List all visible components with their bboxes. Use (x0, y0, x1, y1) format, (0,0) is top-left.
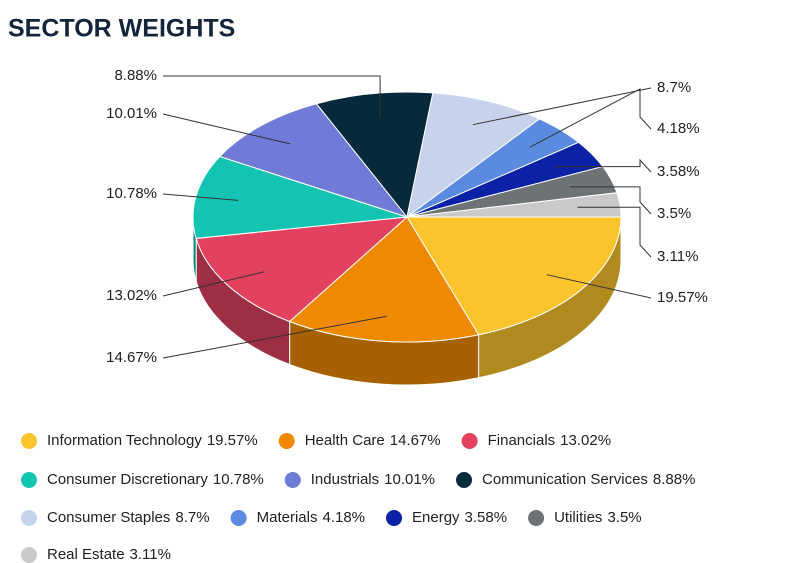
legend-label: Industrials 10.01% (311, 471, 435, 488)
legend-swatch (461, 433, 478, 449)
legend-label: Communication Services 8.88% (482, 471, 695, 488)
chart-title: SECTOR WEIGHTS (8, 15, 235, 43)
legend-swatch (386, 510, 403, 526)
legend-swatch (528, 510, 545, 526)
slice (288, 216, 480, 343)
legend-label: Energy 3.58% (412, 509, 507, 526)
leader-line (162, 113, 291, 145)
slice (192, 155, 408, 239)
leader-line (162, 315, 387, 359)
legend-swatch (21, 510, 37, 526)
legend-value: 14.67% (390, 432, 441, 449)
legend-label: Information Technology 19.57% (47, 432, 258, 449)
legend-value: 4.18% (322, 509, 365, 526)
data-label: 10.78% (106, 185, 157, 202)
legend-swatch (284, 472, 301, 488)
legend-value: 10.78% (213, 471, 264, 488)
data-label: 4.18% (657, 120, 700, 137)
legend-label: Financials 13.02% (488, 432, 611, 449)
leader-line (546, 274, 652, 299)
legend-swatch (230, 510, 247, 526)
leader-line (554, 158, 652, 173)
legend-label: Real Estate 3.11% (47, 546, 171, 563)
leader-line (570, 186, 652, 215)
data-label: 13.02% (106, 287, 157, 304)
legend-name: Communication Services (482, 471, 648, 488)
legend-label: Consumer Discretionary 10.78% (47, 471, 264, 488)
legend-name: Information Technology (47, 432, 202, 449)
legend-swatch (21, 472, 37, 488)
data-label: 3.11% (657, 248, 698, 265)
data-label: 14.67% (106, 349, 157, 366)
slice (406, 192, 622, 218)
legend-swatch (21, 547, 37, 563)
data-label: 10.01% (106, 105, 157, 122)
legend-name: Energy (412, 509, 460, 526)
slice (195, 216, 409, 323)
legend-name: Health Care (305, 432, 385, 449)
slice (406, 92, 541, 219)
data-label: 3.5% (657, 205, 691, 222)
legend-value: 8.88% (653, 471, 696, 488)
leader-line (163, 75, 381, 119)
data-label: 19.57% (657, 289, 708, 306)
legend-label: Materials 4.18% (257, 509, 365, 526)
legend-name: Industrials (311, 471, 379, 488)
legend-name: Financials (488, 432, 556, 449)
legend-value: 13.02% (560, 432, 611, 449)
legend-name: Utilities (554, 509, 602, 526)
legend-value: 3.5% (607, 509, 641, 526)
legend-name: Consumer Staples (47, 509, 170, 526)
legend-value: 8.7% (175, 509, 209, 526)
legend-value: 10.01% (384, 471, 435, 488)
legend-swatch (21, 433, 37, 449)
slice (315, 91, 434, 219)
data-label: 8.7% (657, 79, 691, 96)
leader-line (472, 87, 652, 126)
legend-value: 19.57% (207, 432, 258, 449)
legend-name: Materials (257, 509, 318, 526)
legend-swatch (456, 472, 473, 488)
legend-label: Consumer Staples 8.7% (47, 509, 210, 526)
legend-value: 3.11% (130, 546, 171, 563)
legend-label: Health Care 14.67% (305, 432, 441, 449)
data-label: 3.58% (657, 163, 700, 180)
leader-line (529, 88, 652, 148)
leader-line (162, 193, 239, 201)
legend-name: Real Estate (47, 546, 125, 563)
leader-line (162, 271, 265, 297)
slice (406, 216, 622, 336)
data-label: 8.88% (114, 67, 157, 84)
legend-value: 3.58% (465, 509, 508, 526)
legend-swatch (278, 433, 295, 449)
slice (218, 103, 409, 218)
legend-name: Consumer Discretionary (47, 471, 208, 488)
legend-label: Utilities 3.5% (554, 509, 642, 526)
leader-line (577, 206, 652, 258)
